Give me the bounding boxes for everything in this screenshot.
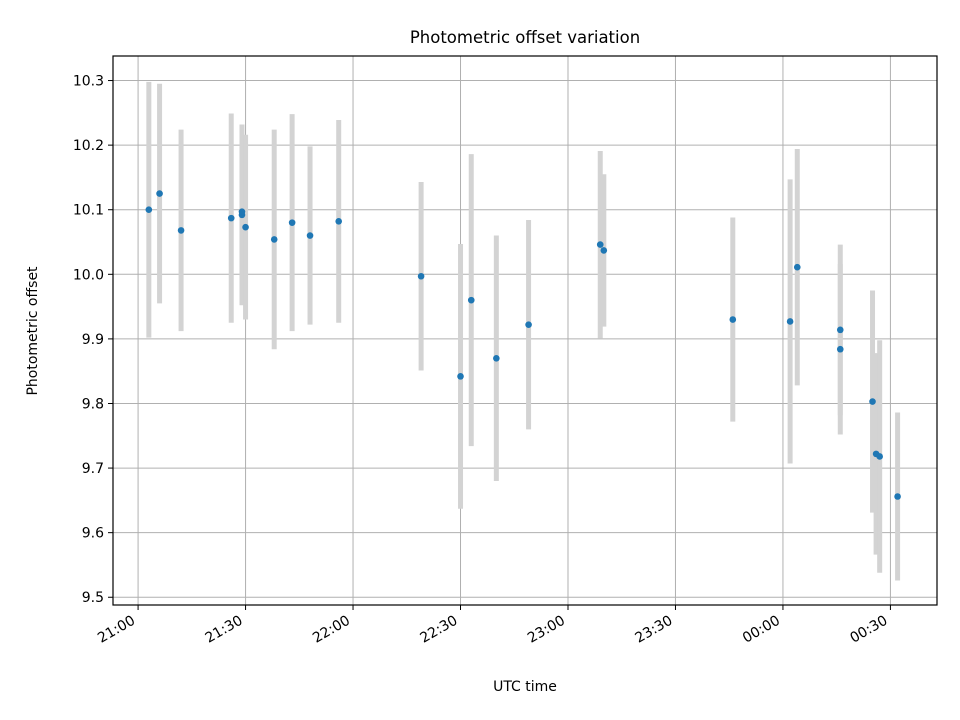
data-point xyxy=(876,453,883,460)
y-tick-label: 10.0 xyxy=(73,267,104,283)
data-point xyxy=(793,263,801,271)
data-point xyxy=(457,373,464,380)
data-point xyxy=(596,241,604,248)
y-tick-label: 10.1 xyxy=(73,203,104,219)
data-point xyxy=(227,214,235,222)
data-point xyxy=(145,206,153,214)
data-point xyxy=(306,232,314,239)
data-point xyxy=(786,318,794,325)
data-point xyxy=(238,208,246,215)
data-point xyxy=(242,223,249,231)
chart-title: Photometric offset variation xyxy=(410,28,640,47)
data-point xyxy=(525,321,532,328)
plot-frame xyxy=(112,55,938,606)
data-points xyxy=(145,190,901,500)
data-point xyxy=(270,236,278,243)
data-point xyxy=(467,296,475,304)
y-tick-label: 9.6 xyxy=(82,526,104,542)
data-point xyxy=(156,190,163,197)
data-point xyxy=(177,227,185,234)
y-tick-label: 9.8 xyxy=(82,396,104,412)
data-point xyxy=(417,272,425,280)
x-axis-label: UTC time xyxy=(493,679,557,695)
data-point xyxy=(869,398,876,405)
data-point xyxy=(729,316,737,323)
data-point xyxy=(493,354,500,362)
data-point xyxy=(836,345,844,353)
y-axis-ticks: 9.5 9.6 9.7 9.8 9.9 10.0 10.1 10.2 10.3 xyxy=(73,74,113,606)
data-point xyxy=(335,218,343,225)
data-point xyxy=(836,326,844,334)
y-tick-label: 10.3 xyxy=(73,74,104,90)
data-point xyxy=(288,219,296,226)
y-tick-label: 9.9 xyxy=(82,332,104,348)
data-point xyxy=(894,493,901,500)
data-point xyxy=(600,247,608,254)
y-tick-label: 9.7 xyxy=(82,461,104,477)
y-axis-label: Photometric offset xyxy=(25,266,41,396)
y-tick-label: 10.2 xyxy=(73,138,104,154)
y-tick-label: 9.5 xyxy=(82,590,104,606)
